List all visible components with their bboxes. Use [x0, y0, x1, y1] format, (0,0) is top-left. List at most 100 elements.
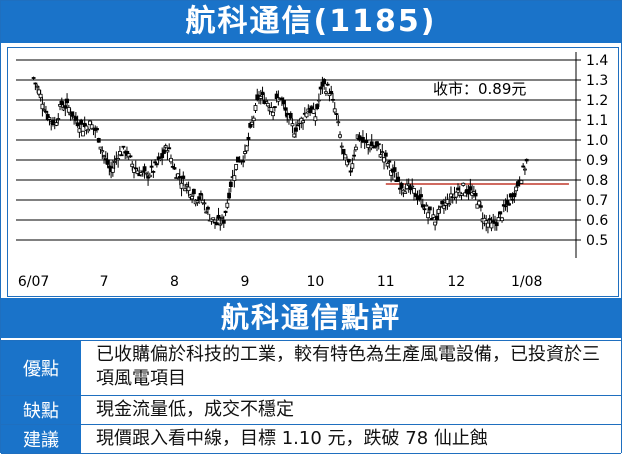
candle-body	[486, 222, 490, 228]
candle-body	[220, 216, 224, 219]
candle-body	[147, 174, 152, 178]
candle-body	[364, 140, 369, 144]
candle-body	[420, 204, 425, 208]
y-tick-label: 1.1	[586, 113, 608, 129]
candle-body	[234, 164, 239, 170]
candle-body	[158, 158, 163, 161]
price-chart: 1.4 1.3 1.2 1.1 1.0 0.9 0.8 0.7 0.6 0.5 6/07 7 8 9 10 1…	[7, 47, 619, 297]
candle-body	[473, 192, 478, 197]
candle-body	[433, 221, 438, 226]
candle-body	[232, 175, 237, 181]
candle-body	[436, 208, 441, 214]
candle-body	[116, 158, 121, 161]
candle-body	[406, 183, 411, 186]
candle-body	[75, 122, 80, 127]
candle-body	[496, 217, 501, 222]
candle-body	[258, 95, 263, 99]
candle-body	[47, 117, 52, 120]
candle-body	[412, 188, 416, 194]
candle-body	[339, 145, 344, 148]
candle-body	[369, 141, 374, 147]
page-title: 航科通信(1185)	[1, 1, 621, 43]
candle-body	[79, 120, 84, 125]
candle-body	[507, 203, 511, 206]
close-price-annotation: 收市：0.89元	[433, 80, 526, 98]
candle-body	[228, 181, 233, 187]
candle-body	[214, 222, 219, 226]
candle-body	[294, 127, 298, 132]
candle-body	[35, 85, 40, 88]
candle-body	[366, 144, 371, 148]
review-label-pros: 優點	[1, 341, 82, 395]
candle-body	[454, 191, 459, 198]
candle-body	[151, 170, 156, 173]
y-tick-label: 1.0	[586, 133, 608, 149]
candle-body	[140, 171, 145, 174]
candle-body	[281, 99, 286, 105]
candle-body	[442, 205, 446, 209]
candle-body	[334, 113, 339, 115]
candle-body	[225, 202, 230, 208]
price-chart-svg: 1.4 1.3 1.2 1.1 1.0 0.9 0.8 0.7 0.6 0.5 6/07 7 8 9 10 1…	[16, 52, 608, 290]
candle-body	[489, 222, 494, 229]
review-row-cons: 缺點 現金流量低，成交不穩定	[1, 395, 621, 424]
candle-body	[524, 158, 529, 162]
candle-body	[172, 167, 177, 170]
candle-body	[269, 107, 274, 112]
candle-body	[325, 83, 330, 86]
x-tick-label: 10	[306, 274, 324, 290]
candle-body	[396, 176, 401, 182]
candle-body	[70, 111, 75, 117]
candle-body	[295, 124, 300, 127]
candle-body	[112, 161, 117, 163]
candle-body	[40, 103, 45, 110]
candle-body	[162, 149, 166, 154]
x-tick-label: 9	[240, 274, 249, 290]
candle-body	[202, 202, 207, 205]
candle-body	[331, 98, 335, 101]
candle-body	[315, 104, 320, 110]
candle-body	[105, 159, 110, 165]
candle-body	[184, 184, 189, 187]
candle-body	[329, 91, 334, 95]
candle-body	[403, 191, 408, 194]
y-tick-label: 1.2	[586, 93, 608, 109]
candle-body	[191, 188, 196, 195]
candle-body	[169, 157, 173, 163]
candle-body	[431, 214, 436, 218]
candle-body	[199, 192, 203, 196]
candle-body	[523, 168, 527, 171]
candle-body	[343, 154, 348, 159]
candle-body	[288, 112, 293, 119]
candle-body	[426, 212, 430, 219]
candle-body	[324, 91, 328, 94]
candle-body	[177, 176, 182, 179]
candle-body	[264, 99, 268, 102]
x-tick-label: 12	[447, 274, 465, 290]
candle-body	[63, 105, 68, 109]
candle-body	[36, 89, 41, 95]
candle-body	[368, 147, 372, 151]
candle-body	[341, 148, 346, 155]
candle-body	[477, 200, 482, 206]
candle-body	[440, 200, 445, 205]
y-tick-label: 1.3	[586, 73, 608, 89]
candle-body	[353, 146, 358, 151]
candle-body	[461, 182, 466, 186]
candle-body	[100, 150, 105, 153]
candle-body	[103, 157, 108, 160]
candle-body	[301, 120, 305, 124]
candle-body	[102, 155, 106, 158]
candle-body	[195, 200, 200, 203]
candle-body	[283, 107, 288, 111]
y-tick-label: 0.8	[586, 173, 608, 189]
candle-body	[197, 196, 202, 201]
candle-body	[167, 147, 172, 150]
candle-body	[422, 208, 427, 211]
candle-body	[514, 186, 519, 192]
candle-body	[260, 91, 265, 96]
candle-body	[410, 185, 415, 188]
candle-body	[346, 159, 351, 163]
candle-body	[96, 138, 101, 143]
